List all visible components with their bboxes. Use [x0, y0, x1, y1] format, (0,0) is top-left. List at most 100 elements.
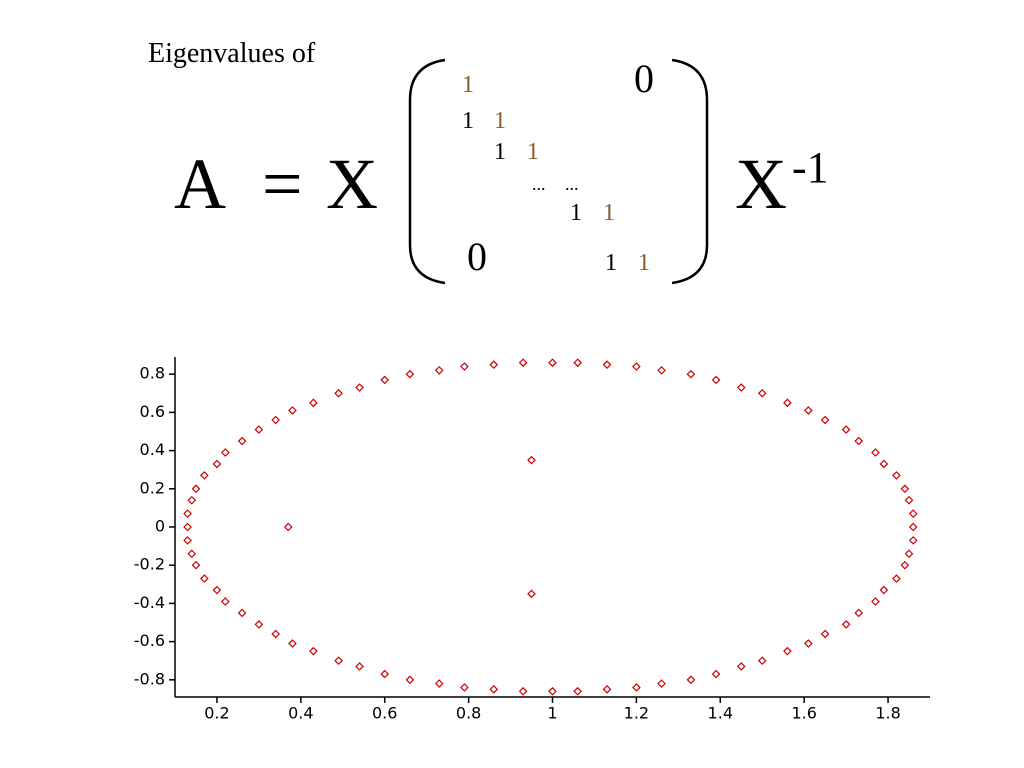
point: [657, 679, 666, 688]
point: [283, 522, 293, 532]
point: [237, 436, 247, 446]
point: [908, 536, 918, 545]
point: [900, 484, 910, 494]
point: [711, 375, 721, 385]
left-factor: X: [326, 144, 378, 224]
y-tick-label: -0.6: [134, 631, 165, 650]
right-factor: X: [735, 144, 787, 224]
point: [187, 549, 197, 559]
point: [854, 436, 864, 446]
point: [804, 406, 813, 415]
point: [871, 597, 880, 606]
y-tick-label: -0.4: [134, 593, 165, 612]
point: [200, 574, 209, 583]
x-tick-label: 0.4: [288, 704, 313, 723]
exponent: -1: [792, 143, 829, 192]
y-tick-label: -0.2: [134, 555, 165, 574]
point: [187, 495, 197, 505]
point: [191, 560, 201, 570]
point: [548, 686, 557, 696]
point: [804, 639, 813, 648]
y-tick-label: 0.8: [140, 364, 165, 383]
point: [405, 675, 415, 685]
point: [879, 459, 889, 469]
matrix-entry: 1: [527, 139, 539, 165]
y-tick-label: 0.4: [140, 440, 165, 459]
point: [405, 369, 415, 379]
point: [518, 686, 528, 696]
y-tick-label: 0.2: [140, 478, 165, 497]
point: [334, 656, 343, 666]
point: [220, 448, 230, 457]
matrix-entry: 1: [570, 200, 582, 226]
y-tick-label: -0.8: [134, 669, 165, 688]
point: [489, 685, 499, 694]
point: [237, 608, 247, 618]
point: [527, 589, 536, 599]
point: [632, 683, 641, 692]
matrix-entry: 1: [462, 72, 474, 98]
point: [380, 375, 390, 385]
point: [841, 620, 851, 629]
point: [904, 549, 914, 559]
point: [309, 398, 318, 408]
point: [200, 471, 209, 480]
point: [191, 484, 201, 494]
point: [460, 362, 469, 371]
matrix-entry: 1: [605, 250, 617, 276]
point: [460, 683, 469, 692]
scatter-plot: -0.8 -0.6 -0.4 -0.2 0 0.2 0.4 0.6 0.8 0.2 0.4 0.6 0.…: [134, 357, 930, 723]
point: [757, 388, 767, 398]
point: [212, 459, 222, 469]
point: [183, 522, 192, 532]
x-tick-label: 1.4: [708, 704, 733, 723]
point: [548, 358, 557, 368]
point: [334, 388, 343, 398]
point: [602, 360, 612, 369]
point: [271, 415, 281, 425]
point: [434, 679, 444, 688]
point: [288, 639, 297, 648]
point: [686, 369, 696, 379]
y-tick-label: 0.6: [140, 402, 165, 421]
matrix-entry: 1: [638, 250, 650, 276]
point: [783, 646, 792, 656]
left-bracket: [408, 58, 446, 285]
point: [212, 585, 222, 595]
point: [757, 656, 767, 666]
point: [602, 685, 612, 694]
point: [820, 629, 830, 639]
caption: Eigenvalues of: [148, 38, 316, 69]
point: [657, 366, 666, 375]
point: [854, 608, 864, 618]
matrix-entry: 1: [494, 139, 506, 165]
x-tick-label: 0.2: [204, 704, 229, 723]
point: [736, 662, 746, 671]
x-tick-label: 1.8: [875, 704, 900, 723]
right-bracket: [671, 58, 709, 285]
point: [518, 358, 528, 368]
point: [783, 398, 792, 408]
matrix-entry: 0: [634, 56, 654, 101]
point: [892, 574, 901, 583]
matrix: 1 0 1 1 1 1 ... ... 1 1 0 1 1: [462, 56, 654, 279]
point: [904, 495, 914, 505]
point: [220, 597, 230, 606]
x-tick-label: 0.8: [456, 704, 481, 723]
lhs: A: [174, 144, 226, 224]
matrix-entry: 1: [462, 108, 474, 134]
point: [288, 406, 297, 415]
matrix-entry: 0: [467, 234, 487, 279]
point: [489, 360, 499, 369]
matrix-entry: 1: [494, 108, 506, 134]
x-tick-label: 0.6: [372, 704, 397, 723]
point: [908, 522, 918, 532]
point: [900, 560, 910, 570]
point: [841, 425, 851, 434]
point: [686, 675, 696, 685]
point: [573, 686, 583, 696]
point: [183, 509, 192, 518]
point: [820, 415, 830, 425]
matrix-entry: ...: [532, 174, 546, 194]
